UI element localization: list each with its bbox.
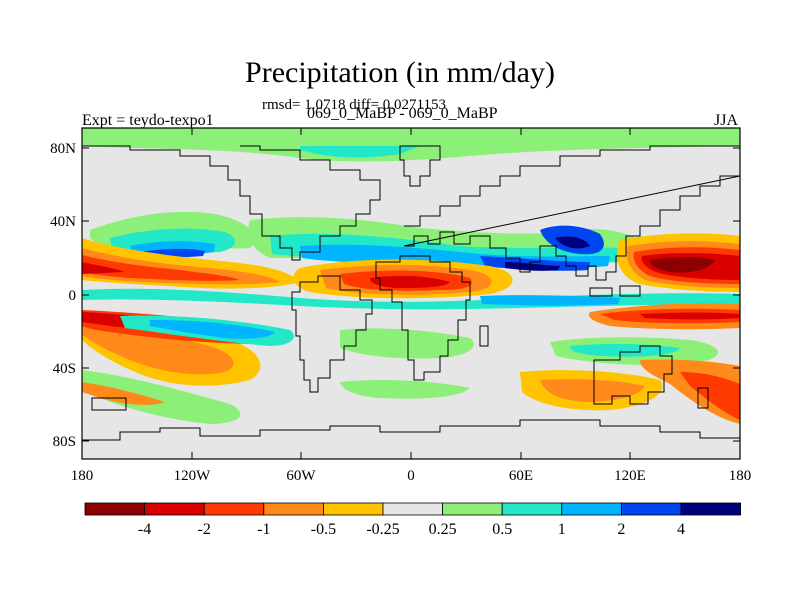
colorbar-box (203, 502, 265, 516)
y-tick-label: 80S (53, 434, 76, 450)
colorbar-box (442, 502, 503, 516)
colorbar-label: -0.5 (311, 521, 336, 538)
x-tick-label: 60E (509, 468, 533, 484)
southern-wet-green (82, 370, 241, 424)
x-tick-label: 180 (71, 468, 94, 484)
antarctica-outline (82, 419, 740, 441)
south-america-outline (291, 275, 373, 393)
new-zealand-outline (697, 387, 709, 409)
x-tick-label: 120W (174, 468, 212, 484)
x-ticks (81, 128, 741, 459)
colorbar-box (144, 502, 205, 516)
satlantic-sub-wet (340, 380, 470, 399)
colorbar-box (561, 502, 622, 516)
australia-outline (593, 345, 673, 405)
colorbar: -4 -2 -1 -0.5 -0.25 0.25 0.5 1 2 4 (84, 502, 741, 538)
sepacific-dry-red (680, 372, 740, 420)
southern-dry-patch (82, 382, 165, 405)
asia-monsoon-peak (555, 236, 590, 249)
asia-wet-peak (505, 262, 560, 271)
tasmania-block-outline (91, 397, 127, 411)
arctic-wet-core (300, 146, 420, 158)
x-tick-label: 180 (729, 468, 752, 484)
y-ticks (82, 147, 740, 442)
colorbar-box (382, 502, 443, 516)
experiment-label: Expt = teydo-texpo1 (82, 112, 214, 129)
arctic-wet-band (82, 128, 740, 162)
x-tick-label: 120E (614, 468, 646, 484)
season-label: JJA (714, 112, 739, 129)
plot-title: Precipitation (in mm/day) (245, 56, 555, 89)
africa-outline (375, 255, 471, 381)
y-tick-label: 40N (50, 214, 76, 230)
spacific-dry-orange (82, 324, 234, 375)
colorbar-box (621, 502, 682, 516)
rmsd-diff-stats: rmsd= 1.0718 diff= 0.0271153 (262, 97, 446, 113)
north-america-outline (82, 145, 381, 261)
equatorial-wet-blue (480, 295, 620, 306)
x-tick-label: 60W (286, 468, 316, 484)
indonesia-outline (589, 285, 641, 297)
colorbar-label: 0.25 (429, 521, 457, 538)
colorbar-label: -1 (257, 521, 270, 538)
colorbar-label: 1 (558, 521, 566, 538)
spcz-wet-blue (150, 320, 275, 339)
colorbar-label: -0.25 (366, 521, 399, 538)
satlantic-wet-green (340, 328, 474, 359)
colorbar-label: 0.5 (492, 521, 512, 538)
wpacific-dry-peak (650, 257, 715, 273)
epacific-dry-strong (82, 262, 125, 274)
colorbar-label: 2 (617, 521, 625, 538)
eurasia-outline (403, 145, 740, 281)
land-outlines (82, 145, 740, 441)
epacific-dry-red (82, 255, 240, 281)
x-tick-label: 0 (407, 468, 415, 484)
y-tick-label: 40S (53, 361, 76, 377)
colorbar-box (322, 502, 384, 516)
colorbar-box (501, 502, 563, 516)
colorbar-box (680, 502, 741, 516)
tropics-dry-strong (370, 275, 450, 288)
sindian-wet-cyan (570, 343, 680, 357)
sepacific-dry-orange (640, 359, 740, 424)
experiment-subtitle: 069_0_MaBP - 069_0_MaBP (307, 105, 498, 122)
sindopac-dry-strong (640, 312, 740, 320)
colorbar-box (84, 502, 145, 516)
y-tick-label: 0 (69, 288, 77, 304)
greenland-outline (399, 145, 441, 187)
y-tick-label: 80N (50, 141, 76, 157)
colorbar-box (263, 502, 324, 516)
contour-field (82, 128, 740, 459)
colorbar-label: -4 (138, 521, 151, 538)
madagascar-outline (479, 325, 489, 347)
colorbar-label: 4 (677, 521, 685, 538)
colorbar-label: -2 (198, 521, 211, 538)
